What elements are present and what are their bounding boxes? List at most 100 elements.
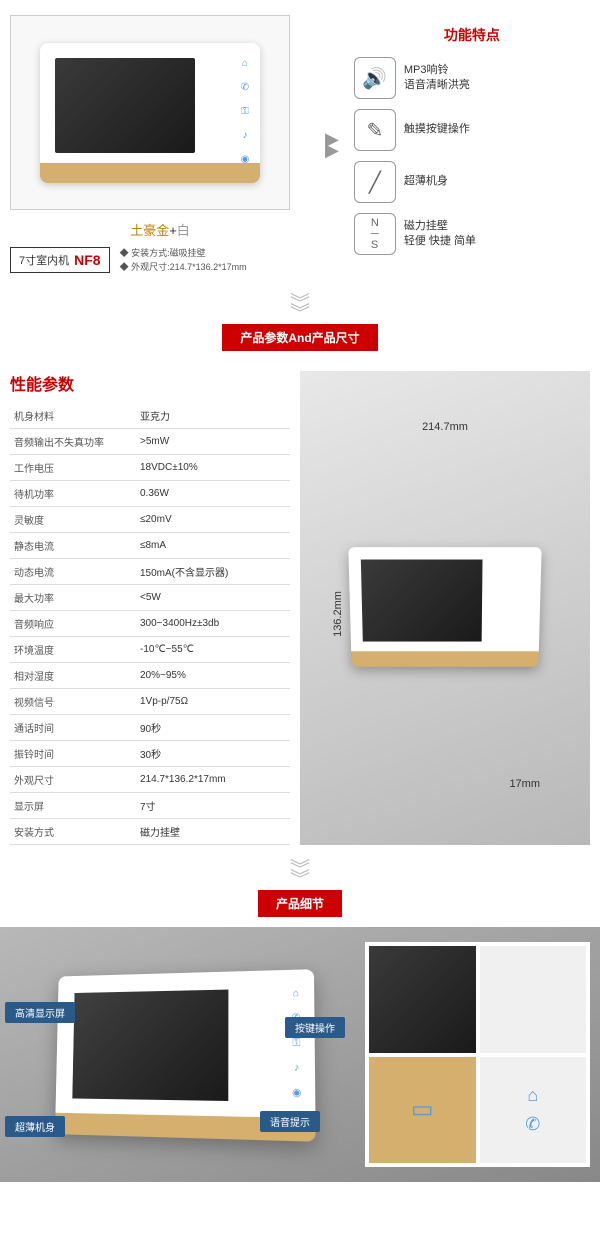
dim-width: 214.7mm: [422, 421, 468, 433]
model-code: NF8: [74, 252, 100, 268]
device-side-icons: ⌂ ✆ ⚿ ♪ ◉: [238, 58, 252, 168]
detail-cell-back: ▭: [369, 1057, 476, 1164]
divider-1: ︾︾ 产品参数And产品尺寸: [0, 299, 600, 351]
feature-text: 超薄机身: [404, 174, 448, 189]
product-panel: ⌂ ✆ ⚿ ♪ ◉ 土豪金+白 7寸室内机 NF8 ◆ 安装方式:磁吸挂壁 ◆ …: [10, 15, 310, 274]
spec-label: 最大功率: [10, 585, 136, 611]
spec-value: ≤8mA: [136, 533, 290, 559]
spec-value: 20%~95%: [136, 663, 290, 689]
spec-row: 安装方式磁力挂壁: [10, 819, 290, 845]
spec-value: 1Vp-p/75Ω: [136, 689, 290, 715]
eye-icon: ◉: [238, 154, 252, 168]
spec-value: 18VDC±10%: [136, 455, 290, 481]
gold-text: 土豪金: [130, 223, 169, 238]
spec-value: 300~3400Hz±3db: [136, 611, 290, 637]
phone-icon: ✆: [238, 82, 252, 96]
spec-label: 待机功率: [10, 481, 136, 507]
home-icon: ⌂: [289, 988, 304, 1003]
plus-text: +: [169, 223, 177, 238]
spec-row: 通话时间90秒: [10, 715, 290, 741]
spec-label: 工作电压: [10, 455, 136, 481]
spec-row: 工作电压18VDC±10%: [10, 455, 290, 481]
spec-row: 音频输出不失真功率>5mW: [10, 429, 290, 455]
spec-row: 机身材料亚克力: [10, 403, 290, 429]
spec-label: 机身材料: [10, 403, 136, 429]
detail-screen: [72, 990, 228, 1101]
model-prefix: 7寸室内机: [19, 252, 69, 268]
home-icon: ⌂: [527, 1085, 538, 1106]
spec-value: 30秒: [136, 741, 290, 767]
spec-label: 相对湿度: [10, 663, 136, 689]
home-icon: ⌂: [238, 58, 252, 72]
specs-section: 性能参数 机身材料亚克力音频输出不失真功率>5mW工作电压18VDC±10%待机…: [0, 361, 600, 855]
chevron-icon: ︾︾: [0, 299, 600, 319]
feature-row: ╱ 超薄机身: [354, 161, 590, 203]
spec-label: 振铃时间: [10, 741, 136, 767]
spec-row: 待机功率0.36W: [10, 481, 290, 507]
spec-label: 音频响应: [10, 611, 136, 637]
features-title: 功能特点: [354, 25, 590, 45]
spec-label: 音频输出不失真功率: [10, 429, 136, 455]
spec-label: 静态电流: [10, 533, 136, 559]
spec-row: 最大功率<5W: [10, 585, 290, 611]
spec-value: ≤20mV: [136, 507, 290, 533]
key-icon: ⚿: [238, 106, 252, 120]
size-spec: 外观尺寸:214.7*136.2*17mm: [131, 262, 247, 272]
phone-icon: ✆: [525, 1114, 540, 1135]
spec-row: 外观尺寸214.7*136.2*17mm: [10, 767, 290, 793]
feature-icon: ╱: [354, 161, 396, 203]
spec-value: 亚克力: [136, 403, 290, 429]
spec-table-wrap: 性能参数 机身材料亚克力音频输出不失真功率>5mW工作电压18VDC±10%待机…: [10, 371, 290, 845]
divider-2: ︾︾ 产品细节: [0, 865, 600, 917]
params-banner: 产品参数And产品尺寸: [222, 324, 377, 351]
spec-row: 静态电流≤8mA: [10, 533, 290, 559]
feature-text: 触摸按键操作: [404, 122, 470, 137]
spec-value: >5mW: [136, 429, 290, 455]
spec-title: 性能参数: [10, 371, 290, 395]
feature-text: MP3响铃语音清晰洪亮: [404, 63, 470, 94]
arrow-divider: ▶▶: [320, 15, 344, 274]
spec-row: 显示屏7寸: [10, 793, 290, 819]
features-panel: 功能特点 🔊MP3响铃语音清晰洪亮✎触摸按键操作╱超薄机身N─S磁力挂壁轻便 快…: [354, 15, 590, 274]
dim-depth: 17mm: [509, 778, 540, 790]
detail-cell-screen: [369, 946, 476, 1053]
detail-cell-icons: ⌂ ✆: [480, 1057, 587, 1164]
dimension-panel: 214.7mm 136.2mm 17mm: [300, 371, 590, 845]
spec-row: 灵敏度≤20mV: [10, 507, 290, 533]
detail-cell-edge: [480, 946, 587, 1053]
feature-row: N─S磁力挂壁轻便 快捷 简单: [354, 213, 590, 255]
dim-device: [348, 547, 541, 667]
key-icon: ⚿: [289, 1037, 304, 1052]
detail-section: ⌂ ✆ ⚿ ♪ ◉ 高清显示屏 超薄机身 按键操作 语音提示 ▭ ⌂ ✆: [0, 927, 600, 1182]
spec-label: 动态电流: [10, 559, 136, 585]
spec-label: 显示屏: [10, 793, 136, 819]
hero-section: ⌂ ✆ ⚿ ♪ ◉ 土豪金+白 7寸室内机 NF8 ◆ 安装方式:磁吸挂壁 ◆ …: [0, 0, 600, 289]
spec-value: 0.36W: [136, 481, 290, 507]
spec-row: 动态电流150mA(不含显示器): [10, 559, 290, 585]
detail-side-icons: ⌂ ✆ ⚿ ♪ ◉: [289, 988, 305, 1102]
callout-voice: 语音提示: [260, 1111, 320, 1132]
feature-row: ✎触摸按键操作: [354, 109, 590, 151]
detail-product: ⌂ ✆ ⚿ ♪ ◉ 高清显示屏 超薄机身 按键操作 语音提示: [10, 942, 350, 1167]
spec-label: 视频信号: [10, 689, 136, 715]
spec-row: 环境温度-10℃~55℃: [10, 637, 290, 663]
spec-row: 相对湿度20%~95%: [10, 663, 290, 689]
feature-text: 磁力挂壁轻便 快捷 简单: [404, 219, 476, 250]
callout-buttons: 按键操作: [285, 1017, 345, 1038]
model-box: 7寸室内机 NF8: [10, 247, 110, 273]
dim-height: 136.2mm: [332, 591, 344, 637]
spec-value: 214.7*136.2*17mm: [136, 767, 290, 793]
device-screen: [55, 58, 195, 153]
spec-row: 音频响应300~3400Hz±3db: [10, 611, 290, 637]
callout-slim: 超薄机身: [5, 1116, 65, 1137]
spec-value: -10℃~55℃: [136, 637, 290, 663]
mini-specs: ◆ 安装方式:磁吸挂壁 ◆ 外观尺寸:214.7*136.2*17mm: [120, 247, 247, 274]
bell-icon: ♪: [238, 130, 252, 144]
detail-grid: ▭ ⌂ ✆: [365, 942, 590, 1167]
spec-label: 灵敏度: [10, 507, 136, 533]
white-text: 白: [177, 223, 190, 238]
product-image-frame: ⌂ ✆ ⚿ ♪ ◉: [10, 15, 290, 210]
install-spec: 安装方式:磁吸挂壁: [131, 248, 206, 258]
spec-label: 外观尺寸: [10, 767, 136, 793]
dim-screen: [361, 560, 483, 642]
